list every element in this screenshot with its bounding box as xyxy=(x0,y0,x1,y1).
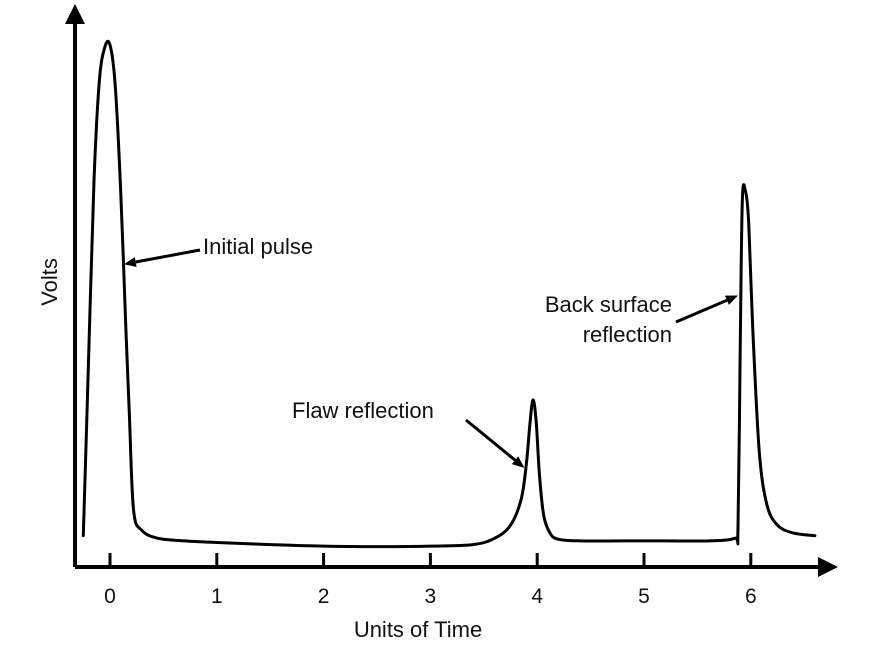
x-tick-label: 5 xyxy=(638,585,650,608)
x-axis-label: Units of Time xyxy=(354,617,482,642)
x-tick-label: 4 xyxy=(531,585,543,608)
annotation: Flaw reflection xyxy=(292,398,525,468)
annotation-leader-line xyxy=(465,418,517,462)
annotation-arrowhead xyxy=(724,295,738,305)
annotation-leader-line xyxy=(675,298,728,324)
x-tick-label: 0 xyxy=(104,585,116,608)
axes xyxy=(65,4,838,577)
annotations: Initial pulse Flaw reflection Back surface… xyxy=(123,234,738,468)
x-axis-arrowhead xyxy=(818,557,838,577)
annotation: Back surface reflection xyxy=(545,292,738,347)
annotation-text: reflection xyxy=(583,322,672,347)
x-tick-label: 6 xyxy=(745,585,757,608)
annotation-text: Initial pulse xyxy=(203,234,313,259)
annotation: Initial pulse xyxy=(123,234,313,267)
x-ticks: 0 1 2 3 4 5 6 xyxy=(104,553,757,608)
y-axis-arrowhead xyxy=(65,4,85,24)
x-tick-label: 3 xyxy=(425,585,437,608)
annotation-arrowhead xyxy=(511,456,525,468)
annotation-arrowhead xyxy=(123,257,137,267)
annotation-leader-line xyxy=(135,248,201,264)
annotation-text: Flaw reflection xyxy=(292,398,434,423)
annotation-text: Back surface xyxy=(545,292,672,317)
y-axis-label: Volts xyxy=(37,258,62,306)
x-tick-label: 1 xyxy=(211,585,223,608)
signal-line xyxy=(81,39,817,549)
x-tick-label: 2 xyxy=(318,585,330,608)
